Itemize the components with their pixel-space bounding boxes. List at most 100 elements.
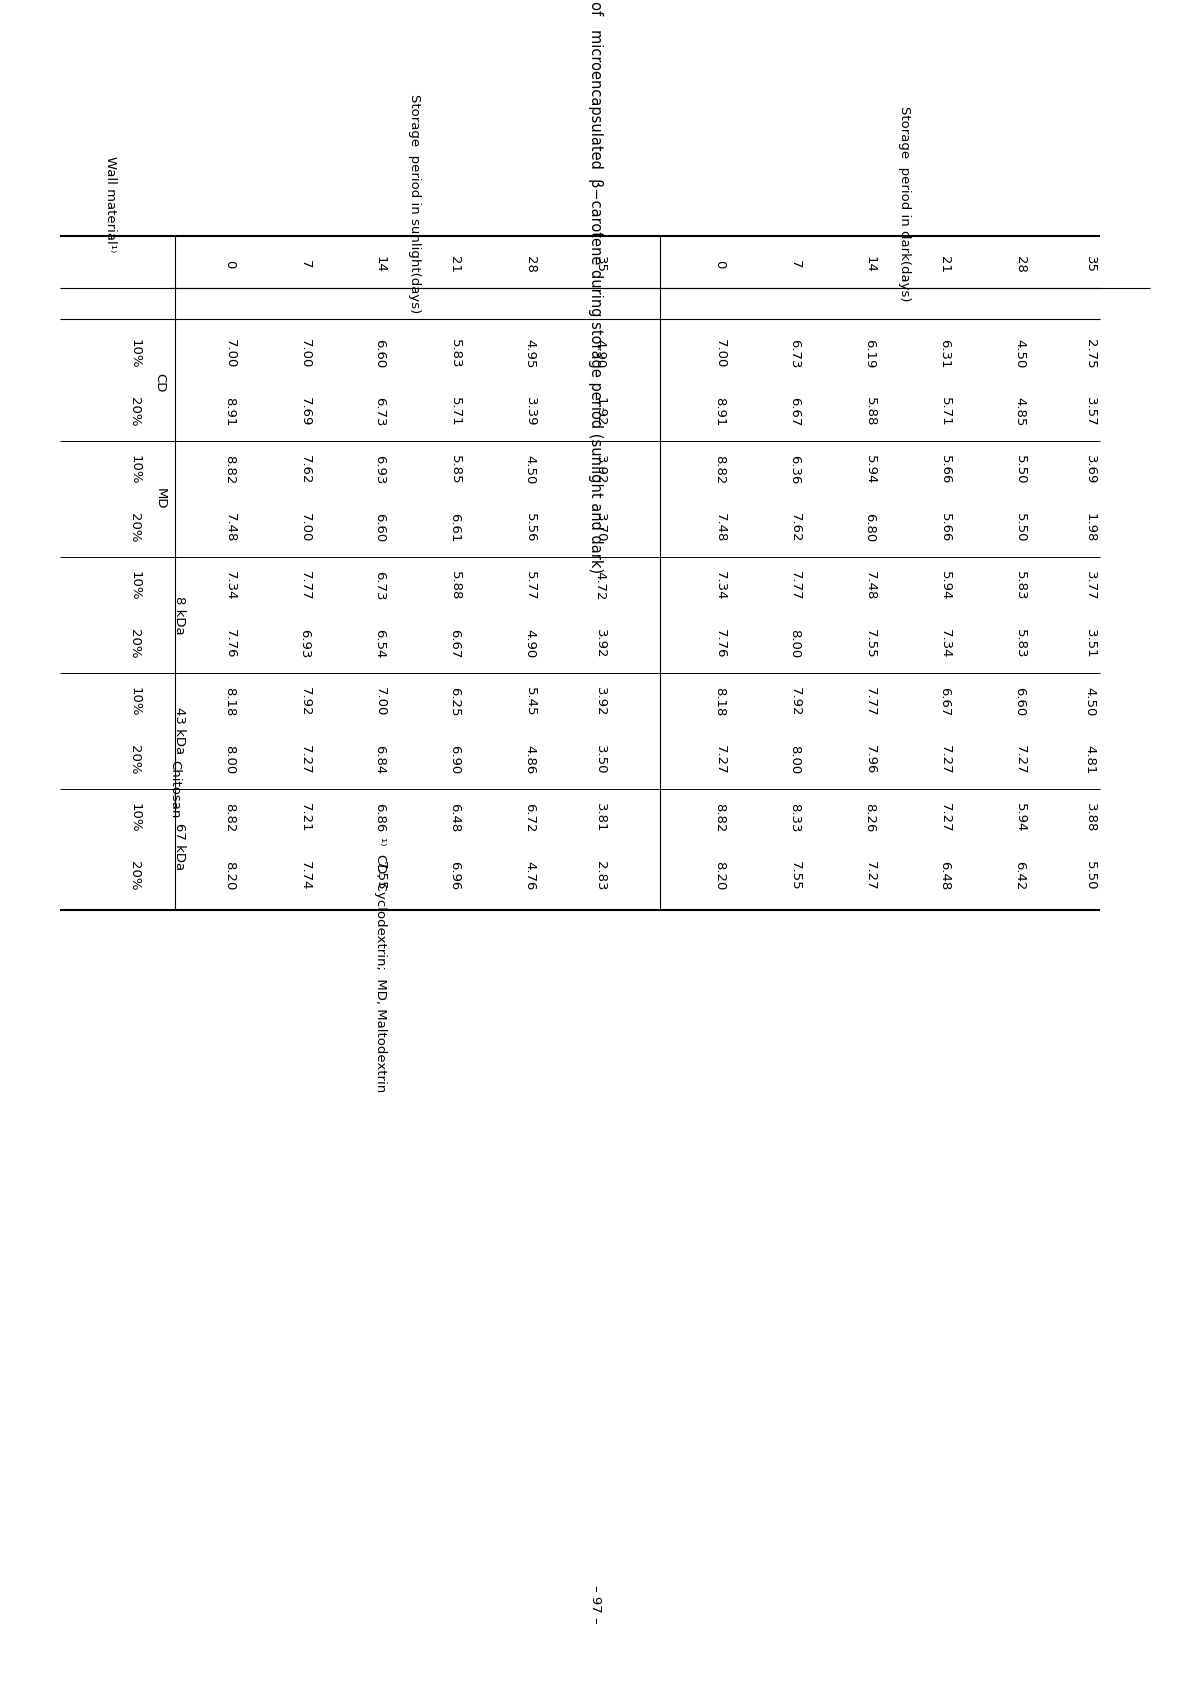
Text: 35: 35 (594, 256, 607, 273)
Text: Wall material¹⁾: Wall material¹⁾ (104, 157, 117, 253)
Text: 6.60: 6.60 (374, 340, 387, 369)
Text: 7.34: 7.34 (224, 571, 237, 601)
Text: 6.25: 6.25 (449, 687, 462, 717)
Text: 6.48: 6.48 (939, 862, 952, 891)
Text: 3.39: 3.39 (524, 397, 537, 426)
Text: 8.82: 8.82 (714, 455, 727, 485)
Text: 5.71: 5.71 (939, 397, 952, 426)
Text: 20%: 20% (129, 861, 142, 891)
Text: 8.91: 8.91 (714, 397, 727, 426)
Text: 5.83: 5.83 (1014, 630, 1027, 658)
Text: 4.50: 4.50 (1084, 687, 1096, 717)
Text: 6.80: 6.80 (864, 514, 877, 542)
Text: 8.91: 8.91 (224, 397, 237, 426)
Text: Storage  period in dark(days): Storage period in dark(days) (898, 106, 912, 301)
Text: 6.31: 6.31 (939, 338, 952, 369)
Text: 7.96: 7.96 (864, 746, 877, 775)
Text: 28: 28 (1014, 256, 1027, 273)
Text: 5.66: 5.66 (939, 455, 952, 485)
Text: 5.56: 5.56 (524, 514, 537, 542)
Text: 10%: 10% (129, 338, 142, 369)
Text: 7.00: 7.00 (224, 338, 237, 369)
Text: 6.90: 6.90 (449, 746, 462, 775)
Text: 43 kDa: 43 kDa (174, 707, 187, 754)
Text: 8.33: 8.33 (789, 803, 802, 834)
Text: 6.36: 6.36 (789, 455, 802, 485)
Text: 6.73: 6.73 (789, 338, 802, 369)
Text: 7: 7 (789, 259, 802, 268)
Text: 5.50: 5.50 (1084, 861, 1096, 891)
Text: 7.55: 7.55 (374, 861, 387, 891)
Text: 5.94: 5.94 (939, 571, 952, 601)
Text: 21: 21 (449, 256, 462, 273)
Text: 20%: 20% (129, 397, 142, 426)
Text: 67 kDa: 67 kDa (174, 823, 187, 871)
Text: 6.73: 6.73 (374, 397, 387, 426)
Text: 7.21: 7.21 (299, 803, 312, 834)
Text: 7.27: 7.27 (714, 746, 727, 775)
Text: 5.71: 5.71 (449, 397, 462, 426)
Text: 4.95: 4.95 (524, 338, 537, 369)
Text: 7.00: 7.00 (299, 514, 312, 542)
Text: 7.27: 7.27 (864, 861, 877, 891)
Text: 4.90: 4.90 (594, 340, 607, 369)
Text: 7.62: 7.62 (299, 455, 312, 485)
Text: 6.93: 6.93 (299, 630, 312, 658)
Text: 8.00: 8.00 (224, 746, 237, 775)
Text: 7.92: 7.92 (299, 687, 312, 717)
Text: 3.92: 3.92 (594, 687, 607, 717)
Text: 35: 35 (1084, 256, 1096, 273)
Text: 6.42: 6.42 (1014, 861, 1027, 891)
Text: 8.20: 8.20 (224, 861, 237, 891)
Text: 5.94: 5.94 (1014, 803, 1027, 832)
Text: 4.72: 4.72 (594, 571, 607, 601)
Text: 20%: 20% (129, 630, 142, 658)
Text: 2.83: 2.83 (594, 861, 607, 891)
Text: 0: 0 (714, 259, 727, 268)
Text: 8.82: 8.82 (224, 455, 237, 485)
Text: 8.00: 8.00 (789, 630, 802, 658)
Text: 3.70: 3.70 (594, 514, 607, 542)
Text: 5.88: 5.88 (449, 571, 462, 601)
Text: 20%: 20% (129, 514, 142, 542)
Text: 7.76: 7.76 (224, 630, 237, 658)
Text: 7.48: 7.48 (864, 571, 877, 601)
Text: 5.85: 5.85 (449, 455, 462, 485)
Text: 1.98: 1.98 (1084, 514, 1096, 542)
Text: 8.18: 8.18 (224, 687, 237, 717)
Text: 8.00: 8.00 (789, 746, 802, 775)
Text: 5.83: 5.83 (1014, 571, 1027, 601)
Text: 8 kDa: 8 kDa (174, 596, 187, 635)
Text: 4.50: 4.50 (1014, 338, 1027, 369)
Text: 3.57: 3.57 (1084, 397, 1096, 426)
Text: 7.27: 7.27 (939, 803, 952, 834)
Text: 7.27: 7.27 (1014, 746, 1027, 775)
Text: 8.82: 8.82 (224, 803, 237, 832)
Text: 7.00: 7.00 (374, 687, 387, 717)
Text: 6.67: 6.67 (789, 397, 802, 426)
Text: 6.54: 6.54 (374, 630, 387, 658)
Text: 10%: 10% (129, 803, 142, 834)
Text: 8.18: 8.18 (714, 687, 727, 717)
Text: 20%: 20% (129, 746, 142, 775)
Text: 4.50: 4.50 (524, 455, 537, 485)
Text: Storage  period in sunlight(days): Storage period in sunlight(days) (408, 94, 421, 313)
Text: 5.94: 5.94 (864, 455, 877, 485)
Text: 8.20: 8.20 (714, 861, 727, 891)
Text: 7.00: 7.00 (299, 338, 312, 369)
Text: 8.82: 8.82 (714, 803, 727, 832)
Text: 5.50: 5.50 (1014, 455, 1027, 485)
Text: 7.62: 7.62 (789, 514, 802, 542)
Text: 7.55: 7.55 (789, 861, 802, 891)
Text: Table 3.  Changes in moisture content (%)  of   microencapsulated  β−carotene du: Table 3. Changes in moisture content (%)… (588, 0, 602, 574)
Text: 4.85: 4.85 (1014, 397, 1027, 426)
Text: 3.77: 3.77 (1084, 571, 1096, 601)
Text: 7.27: 7.27 (939, 746, 952, 775)
Text: 3.51: 3.51 (1084, 630, 1096, 658)
Text: 7.27: 7.27 (299, 746, 312, 775)
Text: 4.76: 4.76 (524, 861, 537, 891)
Text: ¹⁾  CD, Cyclodextrin;  MD, Maltodextrin: ¹⁾ CD, Cyclodextrin; MD, Maltodextrin (374, 837, 387, 1093)
Text: 7.34: 7.34 (714, 571, 727, 601)
Text: 10%: 10% (129, 687, 142, 717)
Text: 6.72: 6.72 (524, 803, 537, 834)
